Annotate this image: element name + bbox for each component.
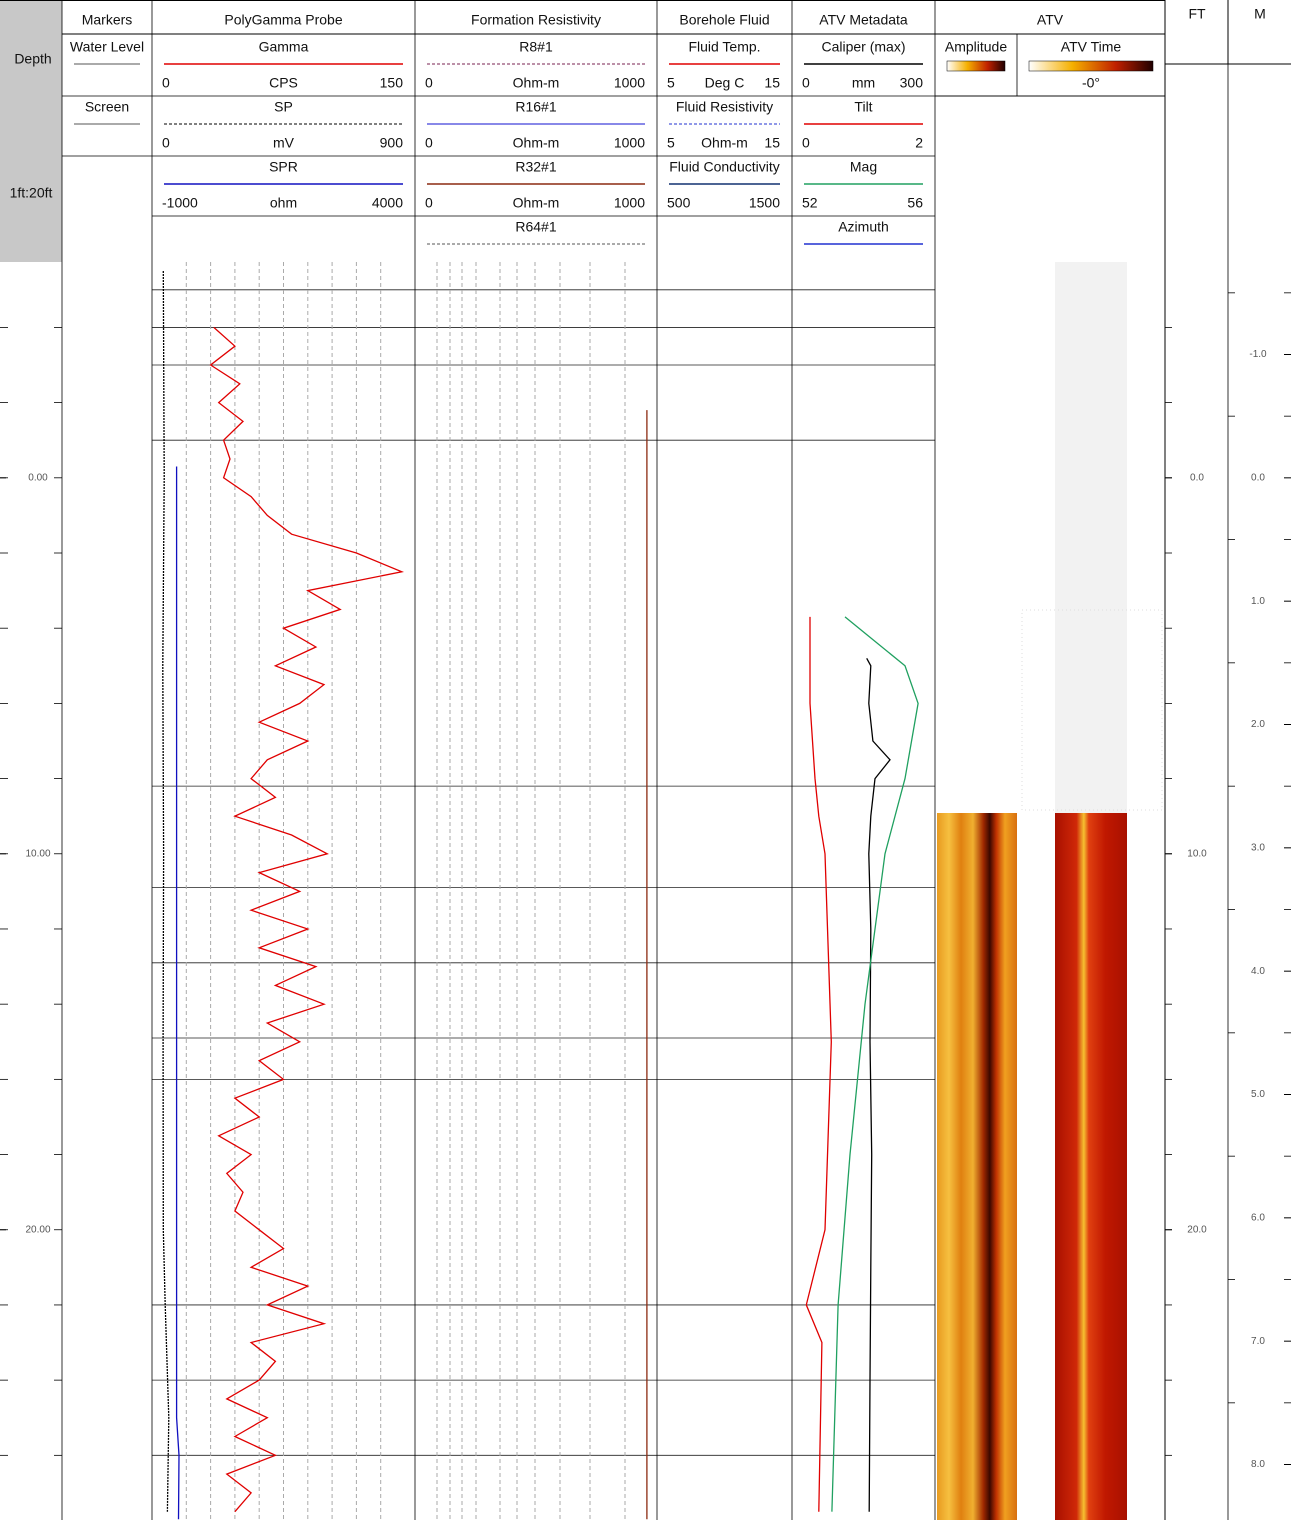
color-bar (946, 60, 1006, 72)
ft-tick-label: 0.0 (1190, 472, 1204, 483)
m-tick-label: 5.0 (1251, 1089, 1265, 1100)
scale-unit: Ohm-m (513, 195, 560, 211)
scale-min: -1000 (162, 195, 198, 211)
m-tick-label: 7.0 (1251, 1336, 1265, 1347)
scale-min: 5 (667, 135, 675, 151)
curve-name: Fluid Conductivity (669, 159, 780, 175)
curve-name: Azimuth (838, 219, 889, 235)
scale-min: 0 (802, 75, 810, 91)
scale-max: 900 (380, 135, 404, 151)
curve-name: Screen (85, 99, 129, 115)
plot (152, 262, 935, 1520)
depth-tick-label: 0.00 (28, 472, 48, 483)
m-tick-label: 0.0 (1251, 472, 1265, 483)
scale-min: 500 (667, 195, 691, 211)
depth-header-bg (0, 0, 62, 262)
scale-min: 0 (425, 75, 433, 91)
m-tick-label: 2.0 (1251, 719, 1265, 730)
curve-name: R8#1 (519, 39, 553, 55)
track-title: ATV Metadata (819, 12, 908, 28)
track-title: Markers (82, 12, 133, 28)
scale-max: 15 (764, 75, 780, 91)
scale-max: 300 (900, 75, 924, 91)
ft-title: FT (1188, 6, 1206, 22)
header: Markers Water Level Screen PolyGamma Probe G… (62, 12, 1165, 245)
curve-name: SPR (269, 159, 298, 175)
amplitude-image (937, 813, 1017, 1520)
scale-max: 1500 (749, 195, 780, 211)
ft-tick-label: 20.0 (1187, 1224, 1207, 1235)
scale-max: 1000 (614, 195, 645, 211)
scale-unit: Deg C (705, 75, 745, 91)
scale-min: 52 (802, 195, 818, 211)
track-title: PolyGamma Probe (224, 12, 342, 28)
scale-min: 0 (802, 135, 810, 151)
image-label: -0° (1082, 75, 1100, 91)
scale-min: 0 (162, 135, 170, 151)
atv-images (937, 262, 1163, 1520)
track-title: ATV (1037, 12, 1064, 28)
scale-max: 1000 (614, 135, 645, 151)
scale-max: 2 (915, 135, 923, 151)
image-name: Amplitude (945, 39, 1007, 55)
image-name: ATV Time (1061, 39, 1122, 55)
depth-tick-label: 10.00 (25, 848, 50, 859)
log-curve (162, 270, 170, 1512)
m-tick-label: 4.0 (1251, 966, 1265, 977)
m-tick-label: 1.0 (1251, 596, 1265, 607)
log-curve (831, 616, 919, 1512)
scale-unit: Ohm-m (513, 75, 560, 91)
curve-name: Water Level (70, 39, 144, 55)
atv-time-image (1055, 813, 1127, 1520)
m-tick-label: 8.0 (1251, 1459, 1265, 1470)
log-curve (175, 466, 180, 1520)
scale-min: 0 (425, 195, 433, 211)
scale-unit: mV (273, 135, 295, 151)
scale-unit: Ohm-m (513, 135, 560, 151)
track-title: Borehole Fluid (679, 12, 769, 28)
scale-min: 5 (667, 75, 675, 91)
scale-max: 56 (907, 195, 923, 211)
curve-name: R64#1 (515, 219, 556, 235)
curve-name: Fluid Temp. (688, 39, 760, 55)
atv-noise (1021, 609, 1163, 811)
atv-bg (1055, 262, 1127, 813)
scale-unit: mm (852, 75, 875, 91)
ft-tick-label: 10.0 (1187, 848, 1207, 859)
color-bar (1028, 60, 1154, 72)
log-curve (209, 326, 405, 1513)
curve-name: Gamma (259, 39, 309, 55)
scale-max: 150 (380, 75, 404, 91)
scale-max: 15 (764, 135, 780, 151)
curve-name: SP (274, 99, 293, 115)
depth-title: Depth (14, 51, 51, 67)
m-title: M (1254, 6, 1266, 22)
scale-unit: CPS (269, 75, 298, 91)
curve-name: R32#1 (515, 159, 556, 175)
log-curve (866, 657, 891, 1512)
scale-unit: Ohm-m (701, 135, 748, 151)
scale-unit: ohm (270, 195, 297, 211)
scale-min: 0 (162, 75, 170, 91)
curve-name: Caliper (max) (821, 39, 905, 55)
m-tick-label: 6.0 (1251, 1212, 1265, 1223)
scale-min: 0 (425, 135, 433, 151)
track-title: Formation Resistivity (471, 12, 601, 28)
scale-label: 1ft:20ft (10, 185, 53, 201)
scale-max: 1000 (614, 75, 645, 91)
m-tick-label: -1.0 (1249, 349, 1267, 360)
depth-tick-label: 20.00 (25, 1224, 50, 1235)
m-tick-label: 3.0 (1251, 842, 1265, 853)
curve-name: Mag (850, 159, 877, 175)
scale-max: 4000 (372, 195, 403, 211)
curve-name: R16#1 (515, 99, 556, 115)
curve-name: Fluid Resistivity (676, 99, 773, 115)
log-curve (805, 616, 832, 1512)
curve-name: Tilt (854, 99, 872, 115)
